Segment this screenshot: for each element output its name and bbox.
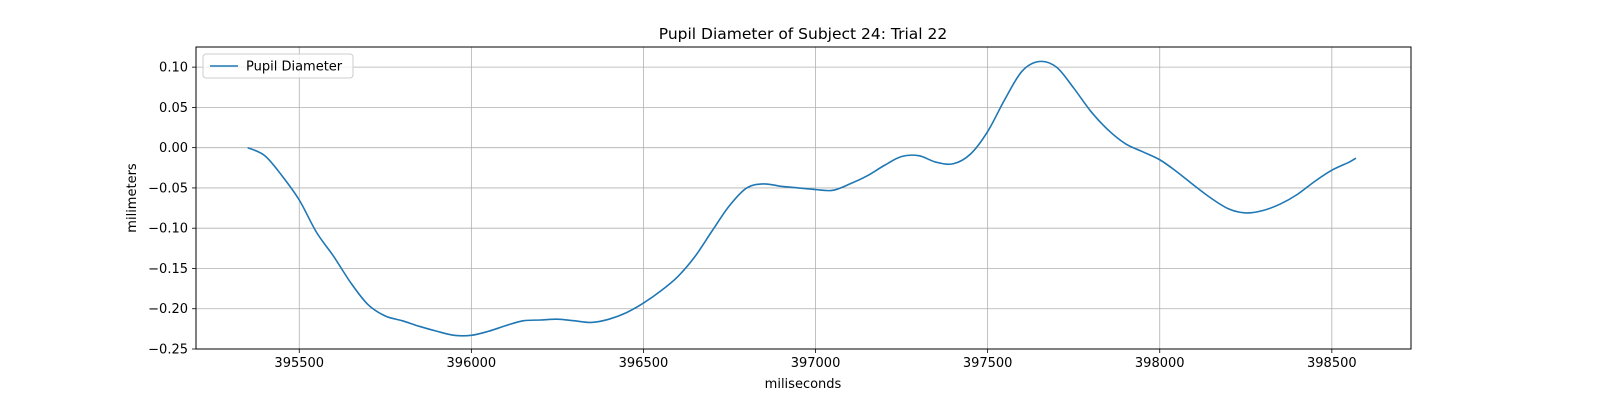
y-tick-label: −0.15 [148, 262, 188, 277]
chart-title: Pupil Diameter of Subject 24: Trial 22 [659, 25, 948, 43]
y-tick-label: −0.10 [148, 222, 188, 237]
series-line-pupil-diameter [247, 60, 1357, 337]
x-tick-label: 398000 [1135, 356, 1185, 371]
x-tick-label: 396000 [447, 356, 497, 371]
x-tick-label: 397000 [791, 356, 841, 371]
x-tick-label: 398500 [1307, 356, 1357, 371]
series-layer [247, 60, 1357, 337]
y-tick-label: −0.05 [148, 181, 188, 196]
y-tick-label: −0.20 [148, 302, 188, 317]
legend-box [202, 53, 354, 79]
legend: Pupil Diameter [202, 53, 354, 79]
y-tick-label: 0.05 [159, 101, 188, 116]
y-tick-label: −0.25 [148, 343, 188, 358]
y-axis-label: milimeters [125, 163, 140, 233]
plot-frame [195, 46, 1412, 350]
x-tick-label: 396500 [619, 356, 669, 371]
tick-layer: 395500 396000 396500 397000 397500 398000 3985… [148, 61, 1356, 371]
x-tick-label: 395500 [274, 356, 324, 371]
y-tick-label: 0.10 [159, 61, 188, 76]
legend-label-pupil-diameter: Pupil Diameter [246, 60, 343, 75]
y-tick-label: 0.00 [159, 141, 188, 156]
x-tick-label: 397500 [963, 356, 1013, 371]
x-axis-label: miliseconds [765, 377, 842, 392]
